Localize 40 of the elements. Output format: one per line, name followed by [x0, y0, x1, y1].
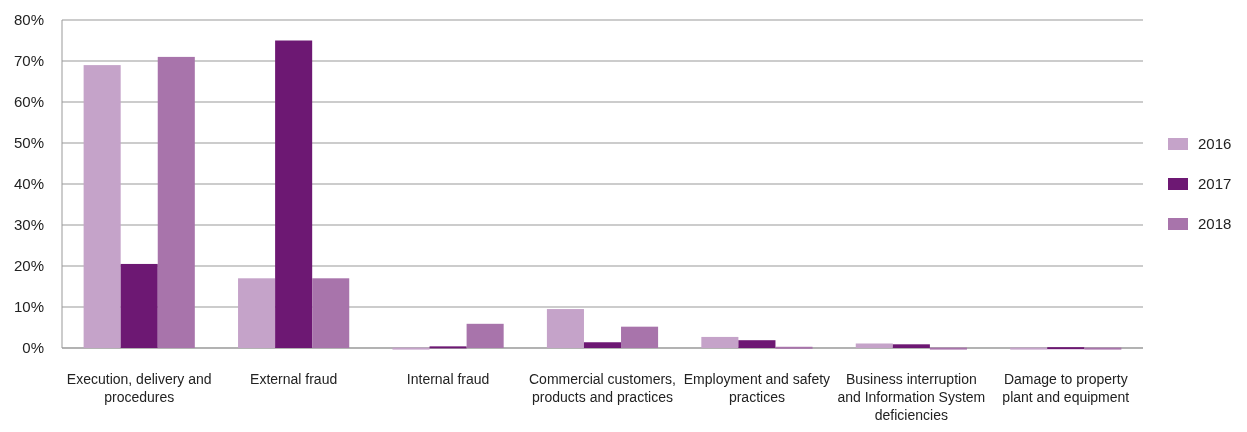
y-tick-label: 80%	[13, 11, 44, 29]
bar	[1084, 347, 1122, 350]
bar	[392, 347, 430, 350]
y-tick-label: 30%	[13, 216, 44, 234]
bar	[583, 342, 622, 348]
legend-label: 2016	[1198, 135, 1232, 152]
bar	[855, 343, 893, 348]
legend-label: 2018	[1198, 215, 1232, 232]
bar	[701, 336, 739, 348]
bar	[312, 278, 350, 348]
x-tick-label: External fraud	[250, 371, 338, 387]
legend-label: 2017	[1198, 175, 1232, 192]
y-tick-label: 40%	[13, 175, 44, 193]
x-tick-label: Execution, delivery and procedures	[66, 371, 212, 405]
bar	[1010, 347, 1048, 350]
bar	[546, 309, 584, 348]
x-tick-label: Business interruption and Information System deficiencies	[837, 371, 986, 423]
y-tick-label: 70%	[13, 52, 44, 70]
bar	[775, 346, 813, 349]
y-tick-label: 60%	[13, 93, 44, 111]
bar	[892, 344, 930, 348]
x-tick-label: Damage to property plant and equipment	[1002, 371, 1130, 405]
bar	[621, 326, 659, 348]
bar	[1047, 347, 1085, 350]
bar	[738, 340, 776, 348]
bar	[157, 56, 195, 348]
bar	[929, 347, 967, 350]
bar	[238, 278, 276, 348]
x-tick-label: Internal fraud	[406, 371, 490, 387]
y-tick-label: 50%	[13, 134, 44, 152]
x-tick-label: Commercial customers, products and practices	[528, 371, 677, 405]
bar	[83, 65, 121, 348]
x-tick-label: Employment and safety practices	[683, 371, 831, 405]
bar	[429, 346, 467, 349]
y-tick-label: 0%	[22, 339, 44, 357]
bar	[466, 323, 504, 348]
bar	[120, 263, 158, 348]
y-tick-label: 20%	[13, 257, 44, 275]
y-tick-label: 10%	[13, 298, 44, 316]
bar	[275, 40, 313, 348]
